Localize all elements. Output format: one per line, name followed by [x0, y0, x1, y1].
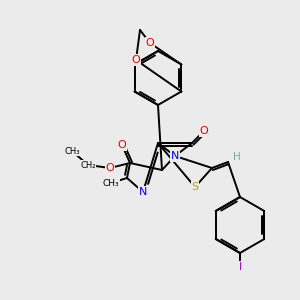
Text: O: O	[118, 140, 126, 150]
Text: O: O	[106, 163, 114, 173]
Text: CH₃: CH₃	[103, 178, 119, 188]
Text: I: I	[238, 262, 242, 272]
Text: O: O	[132, 55, 140, 65]
Text: N: N	[139, 187, 147, 197]
Text: O: O	[200, 126, 208, 136]
Text: CH₂: CH₂	[80, 160, 96, 169]
Text: S: S	[191, 182, 199, 192]
Text: H: H	[233, 152, 241, 162]
Text: N: N	[171, 151, 179, 161]
Text: O: O	[146, 38, 154, 48]
Text: CH₃: CH₃	[64, 146, 80, 155]
